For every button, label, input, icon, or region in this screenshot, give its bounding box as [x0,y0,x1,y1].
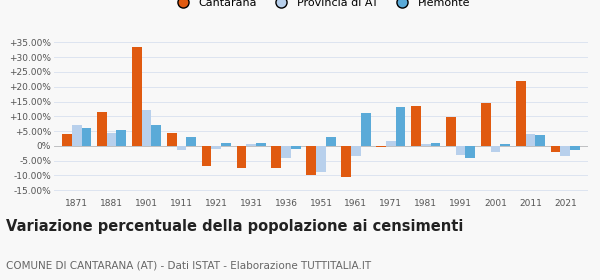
Bar [186,137,196,146]
Bar [247,144,256,146]
Bar [221,143,231,146]
Bar [62,134,72,146]
Bar [132,47,142,146]
Bar [431,143,440,146]
Bar [167,133,176,146]
Bar [82,128,91,146]
Bar [491,146,500,152]
Text: COMUNE DI CANTARANA (AT) - Dati ISTAT - Elaborazione TUTTITALIA.IT: COMUNE DI CANTARANA (AT) - Dati ISTAT - … [6,261,371,271]
Bar [211,146,221,149]
Text: Variazione percentuale della popolazione ai censimenti: Variazione percentuale della popolazione… [6,219,463,234]
Bar [72,125,82,146]
Bar [466,146,475,158]
Bar [516,81,526,146]
Bar [202,146,211,167]
Bar [376,146,386,147]
Bar [386,141,395,146]
Legend: Cantarana, Provincia di AT, Piemonte: Cantarana, Provincia di AT, Piemonte [167,0,475,13]
Bar [551,146,560,152]
Bar [500,144,510,146]
Bar [411,106,421,146]
Bar [97,112,107,146]
Bar [535,136,545,146]
Bar [307,146,316,175]
Bar [271,146,281,168]
Bar [316,146,326,172]
Bar [236,146,247,168]
Bar [560,146,570,156]
Bar [326,137,335,146]
Bar [526,134,535,146]
Bar [341,146,351,177]
Bar [456,146,466,155]
Bar [176,146,186,150]
Bar [142,110,151,146]
Bar [291,146,301,149]
Bar [570,146,580,150]
Bar [256,143,266,146]
Bar [151,125,161,146]
Bar [361,113,371,146]
Bar [281,146,291,158]
Bar [395,108,406,146]
Bar [446,117,456,146]
Bar [107,132,116,146]
Bar [421,144,431,146]
Bar [351,146,361,156]
Bar [116,130,126,146]
Bar [481,103,491,146]
